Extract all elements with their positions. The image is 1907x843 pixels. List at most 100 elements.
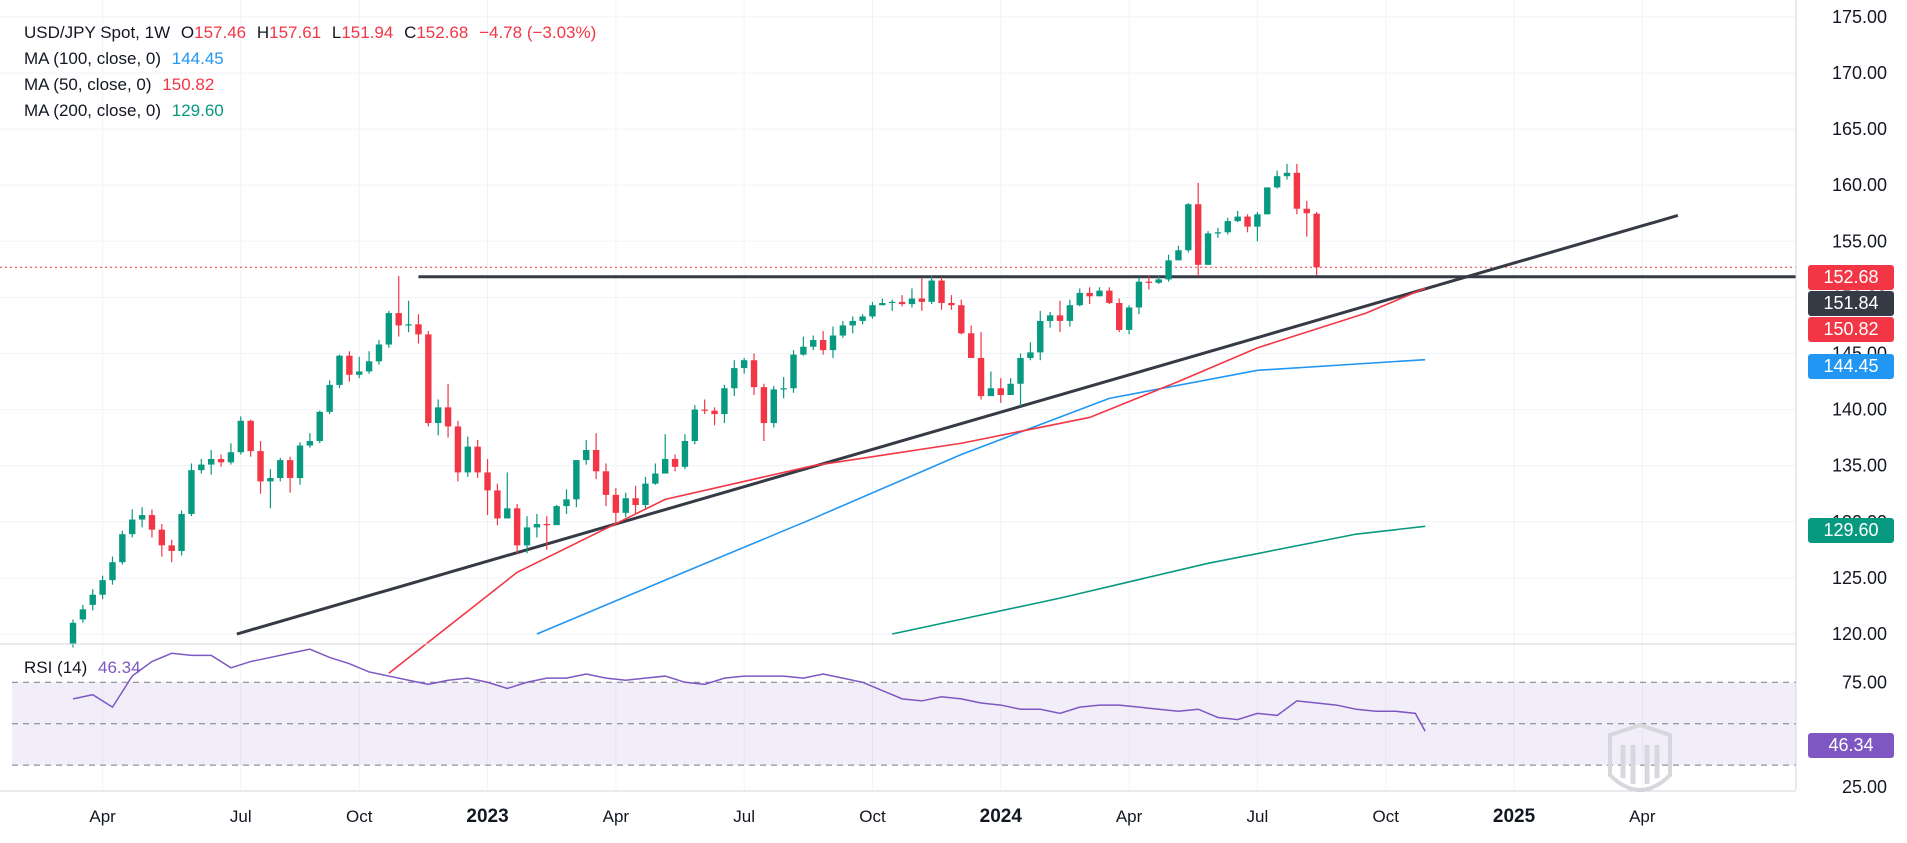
candle-body <box>464 446 471 473</box>
ma200-label: MA (200, close, 0) <box>24 101 162 120</box>
candle <box>948 295 955 310</box>
candle <box>346 351 353 382</box>
candle-body <box>731 368 738 389</box>
candle <box>1106 287 1113 305</box>
candle <box>938 277 945 310</box>
rsi-price-tag: 46.34 <box>1808 733 1894 758</box>
candle <box>326 380 333 415</box>
candle-body <box>1076 292 1083 306</box>
candle-body <box>1313 213 1320 268</box>
ma50-legend[interactable]: MA (50, close, 0) 150.82 <box>24 72 596 98</box>
y-tick-label: 160.00 <box>1832 175 1887 195</box>
candle <box>800 336 807 356</box>
candle-body <box>336 355 343 385</box>
candle-body <box>99 580 106 595</box>
candle-body <box>573 460 580 500</box>
candle-body <box>967 333 975 358</box>
candle-body <box>1135 281 1143 308</box>
candle <box>504 472 511 519</box>
candle <box>1214 227 1222 238</box>
candle-body <box>642 483 649 505</box>
candle-body <box>1194 204 1202 265</box>
candle-body <box>286 460 294 479</box>
x-tick-label: Oct <box>1372 807 1399 826</box>
candle <box>1244 214 1251 233</box>
candle-body <box>444 407 452 427</box>
candle <box>612 488 620 526</box>
candle-body <box>740 360 748 369</box>
candle <box>1283 163 1291 180</box>
candle-body <box>277 460 284 479</box>
candle-body <box>553 506 560 526</box>
candle <box>119 530 126 565</box>
candle <box>859 314 866 325</box>
candle-body <box>533 524 541 528</box>
candle-body <box>760 387 768 424</box>
rsi-value: 46.34 <box>98 658 141 677</box>
y-tick-label: 170.00 <box>1832 63 1887 83</box>
x-tick-label: Apr <box>1116 807 1143 826</box>
candle-body <box>365 361 373 372</box>
candle <box>1234 210 1241 223</box>
ma100-price-tag: 144.45 <box>1808 354 1894 379</box>
rsi-legend[interactable]: RSI (14) 46.34 <box>24 658 141 678</box>
candle <box>395 276 402 337</box>
candle <box>99 575 106 600</box>
candle <box>217 454 225 467</box>
candle <box>1165 254 1172 282</box>
candle-body <box>207 458 215 465</box>
candle <box>602 463 610 507</box>
ma200-line <box>892 525 1426 635</box>
candle-body <box>168 545 175 551</box>
candle <box>415 314 422 344</box>
candle-body <box>1116 302 1123 330</box>
candle-body <box>267 478 274 482</box>
candle-body <box>227 452 235 463</box>
candle <box>928 276 935 305</box>
candle <box>760 383 768 442</box>
y-tick-label: 135.00 <box>1832 456 1887 476</box>
candle-body <box>1293 172 1301 209</box>
candle <box>247 419 254 457</box>
ma100-label: MA (100, close, 0) <box>24 49 162 68</box>
candle <box>889 299 896 311</box>
candle-body <box>543 524 550 526</box>
candle-body <box>89 594 96 605</box>
candle-body <box>1066 305 1074 321</box>
ma100-legend[interactable]: MA (100, close, 0) 144.45 <box>24 46 596 72</box>
candle-body <box>385 313 393 345</box>
candle-body <box>217 458 225 463</box>
rsi-tick-label: 75.00 <box>1842 672 1887 692</box>
candle-body <box>1106 290 1113 303</box>
y-tick-label: 125.00 <box>1832 568 1887 588</box>
x-tick-label: Jul <box>733 807 755 826</box>
candle <box>1027 342 1034 361</box>
ma100-line <box>536 358 1426 635</box>
candle <box>721 384 728 424</box>
candle <box>1264 187 1271 215</box>
candle <box>306 433 314 448</box>
candle <box>750 353 758 396</box>
candle <box>1155 276 1162 284</box>
candle <box>740 357 748 374</box>
candle-body <box>711 410 718 415</box>
candle <box>158 524 166 557</box>
open-label: O <box>180 23 195 42</box>
candle-body <box>296 445 304 479</box>
candle <box>1076 288 1083 307</box>
ma200-legend[interactable]: MA (200, close, 0) 129.60 <box>24 98 596 124</box>
broker-watermark <box>1608 722 1672 792</box>
candle-body <box>790 354 797 389</box>
candle-body <box>158 529 166 546</box>
candle-body <box>1264 187 1271 215</box>
candle-body <box>1214 232 1222 234</box>
change-value: −4.78 (−3.03%) <box>479 23 597 42</box>
candle <box>958 299 965 335</box>
candle <box>267 469 274 509</box>
candle <box>138 507 146 528</box>
candle-body <box>889 301 896 304</box>
candle <box>178 510 185 556</box>
candle <box>810 335 817 351</box>
candle <box>464 436 471 477</box>
